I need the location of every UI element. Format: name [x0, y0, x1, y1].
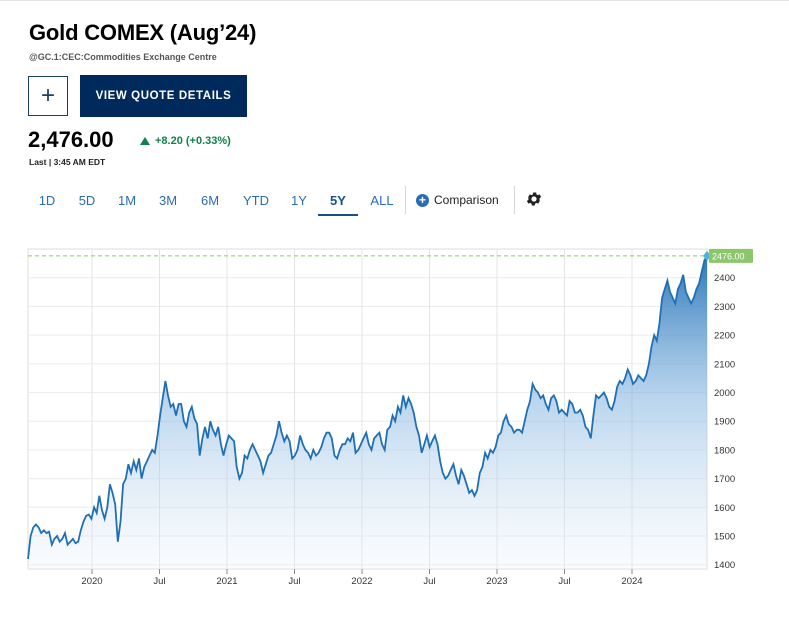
tab-5d[interactable]: 5D: [78, 192, 96, 208]
tab-1m[interactable]: 1M: [117, 192, 137, 208]
price-area: [28, 255, 707, 569]
y-tick-label: 1700: [714, 474, 735, 485]
price-change: +8.20 (+0.33%): [140, 135, 231, 147]
add-to-watchlist-button[interactable]: +: [28, 76, 68, 116]
top-divider: [0, 0, 789, 1]
x-tick-label: Jul: [423, 576, 435, 587]
x-tick-label: 2020: [81, 576, 102, 587]
plus-icon: +: [40, 82, 55, 109]
last-price-tag: [709, 248, 753, 263]
y-tick-label: 2200: [714, 331, 735, 342]
view-quote-details-button[interactable]: VIEW QUOTE DETAILS: [80, 75, 247, 117]
last-price-tag-label: 2476.00: [712, 251, 745, 261]
y-tick-label: 1900: [714, 417, 735, 428]
x-tick-label: 2022: [351, 576, 372, 587]
y-tick-label: 2300: [714, 302, 735, 313]
y-tick-label: 1600: [714, 503, 735, 514]
tab-divider: [405, 186, 406, 214]
up-arrow-icon: [140, 137, 150, 145]
last-updated: Last | 3:45 AM EDT: [29, 157, 106, 167]
tab-6m[interactable]: 6M: [200, 192, 220, 208]
tab-5y[interactable]: 5Y: [318, 186, 358, 216]
x-tick-label: Jul: [558, 576, 570, 587]
price-change-value: +8.20 (+0.33%): [155, 135, 231, 147]
tab-all[interactable]: ALL: [370, 192, 394, 208]
tab-3m[interactable]: 3M: [158, 192, 178, 208]
tab-1y[interactable]: 1Y: [291, 192, 307, 208]
gear-icon[interactable]: [525, 190, 543, 208]
y-tick-label: 2400: [714, 273, 735, 284]
x-tick-label: 2024: [621, 576, 642, 587]
tab-divider: [514, 186, 515, 214]
x-tick-label: 2023: [486, 576, 507, 587]
y-tick-label: 1800: [714, 445, 735, 456]
y-tick-label: 1400: [714, 560, 735, 571]
y-tick-label: 1500: [714, 531, 735, 542]
symbol-subtitle: @GC.1:CEC:Commodities Exchange Centre: [29, 52, 217, 62]
x-tick-label: Jul: [288, 576, 300, 587]
page-title: Gold COMEX (Aug’24): [29, 20, 257, 45]
price-series-line: [27, 255, 708, 560]
comparison-label: Comparison: [434, 193, 499, 207]
last-price: 2,476.00: [28, 127, 114, 152]
x-tick-label: Jul: [153, 576, 165, 587]
y-tick-label: 2000: [714, 388, 735, 399]
tab-ytd[interactable]: YTD: [243, 192, 269, 208]
tab-1d[interactable]: 1D: [38, 192, 56, 208]
x-tick-label: 2021: [216, 576, 237, 587]
plus-circle-icon: +: [416, 193, 429, 207]
comparison-button[interactable]: + Comparison: [416, 186, 499, 214]
y-tick-label: 2100: [714, 359, 735, 370]
